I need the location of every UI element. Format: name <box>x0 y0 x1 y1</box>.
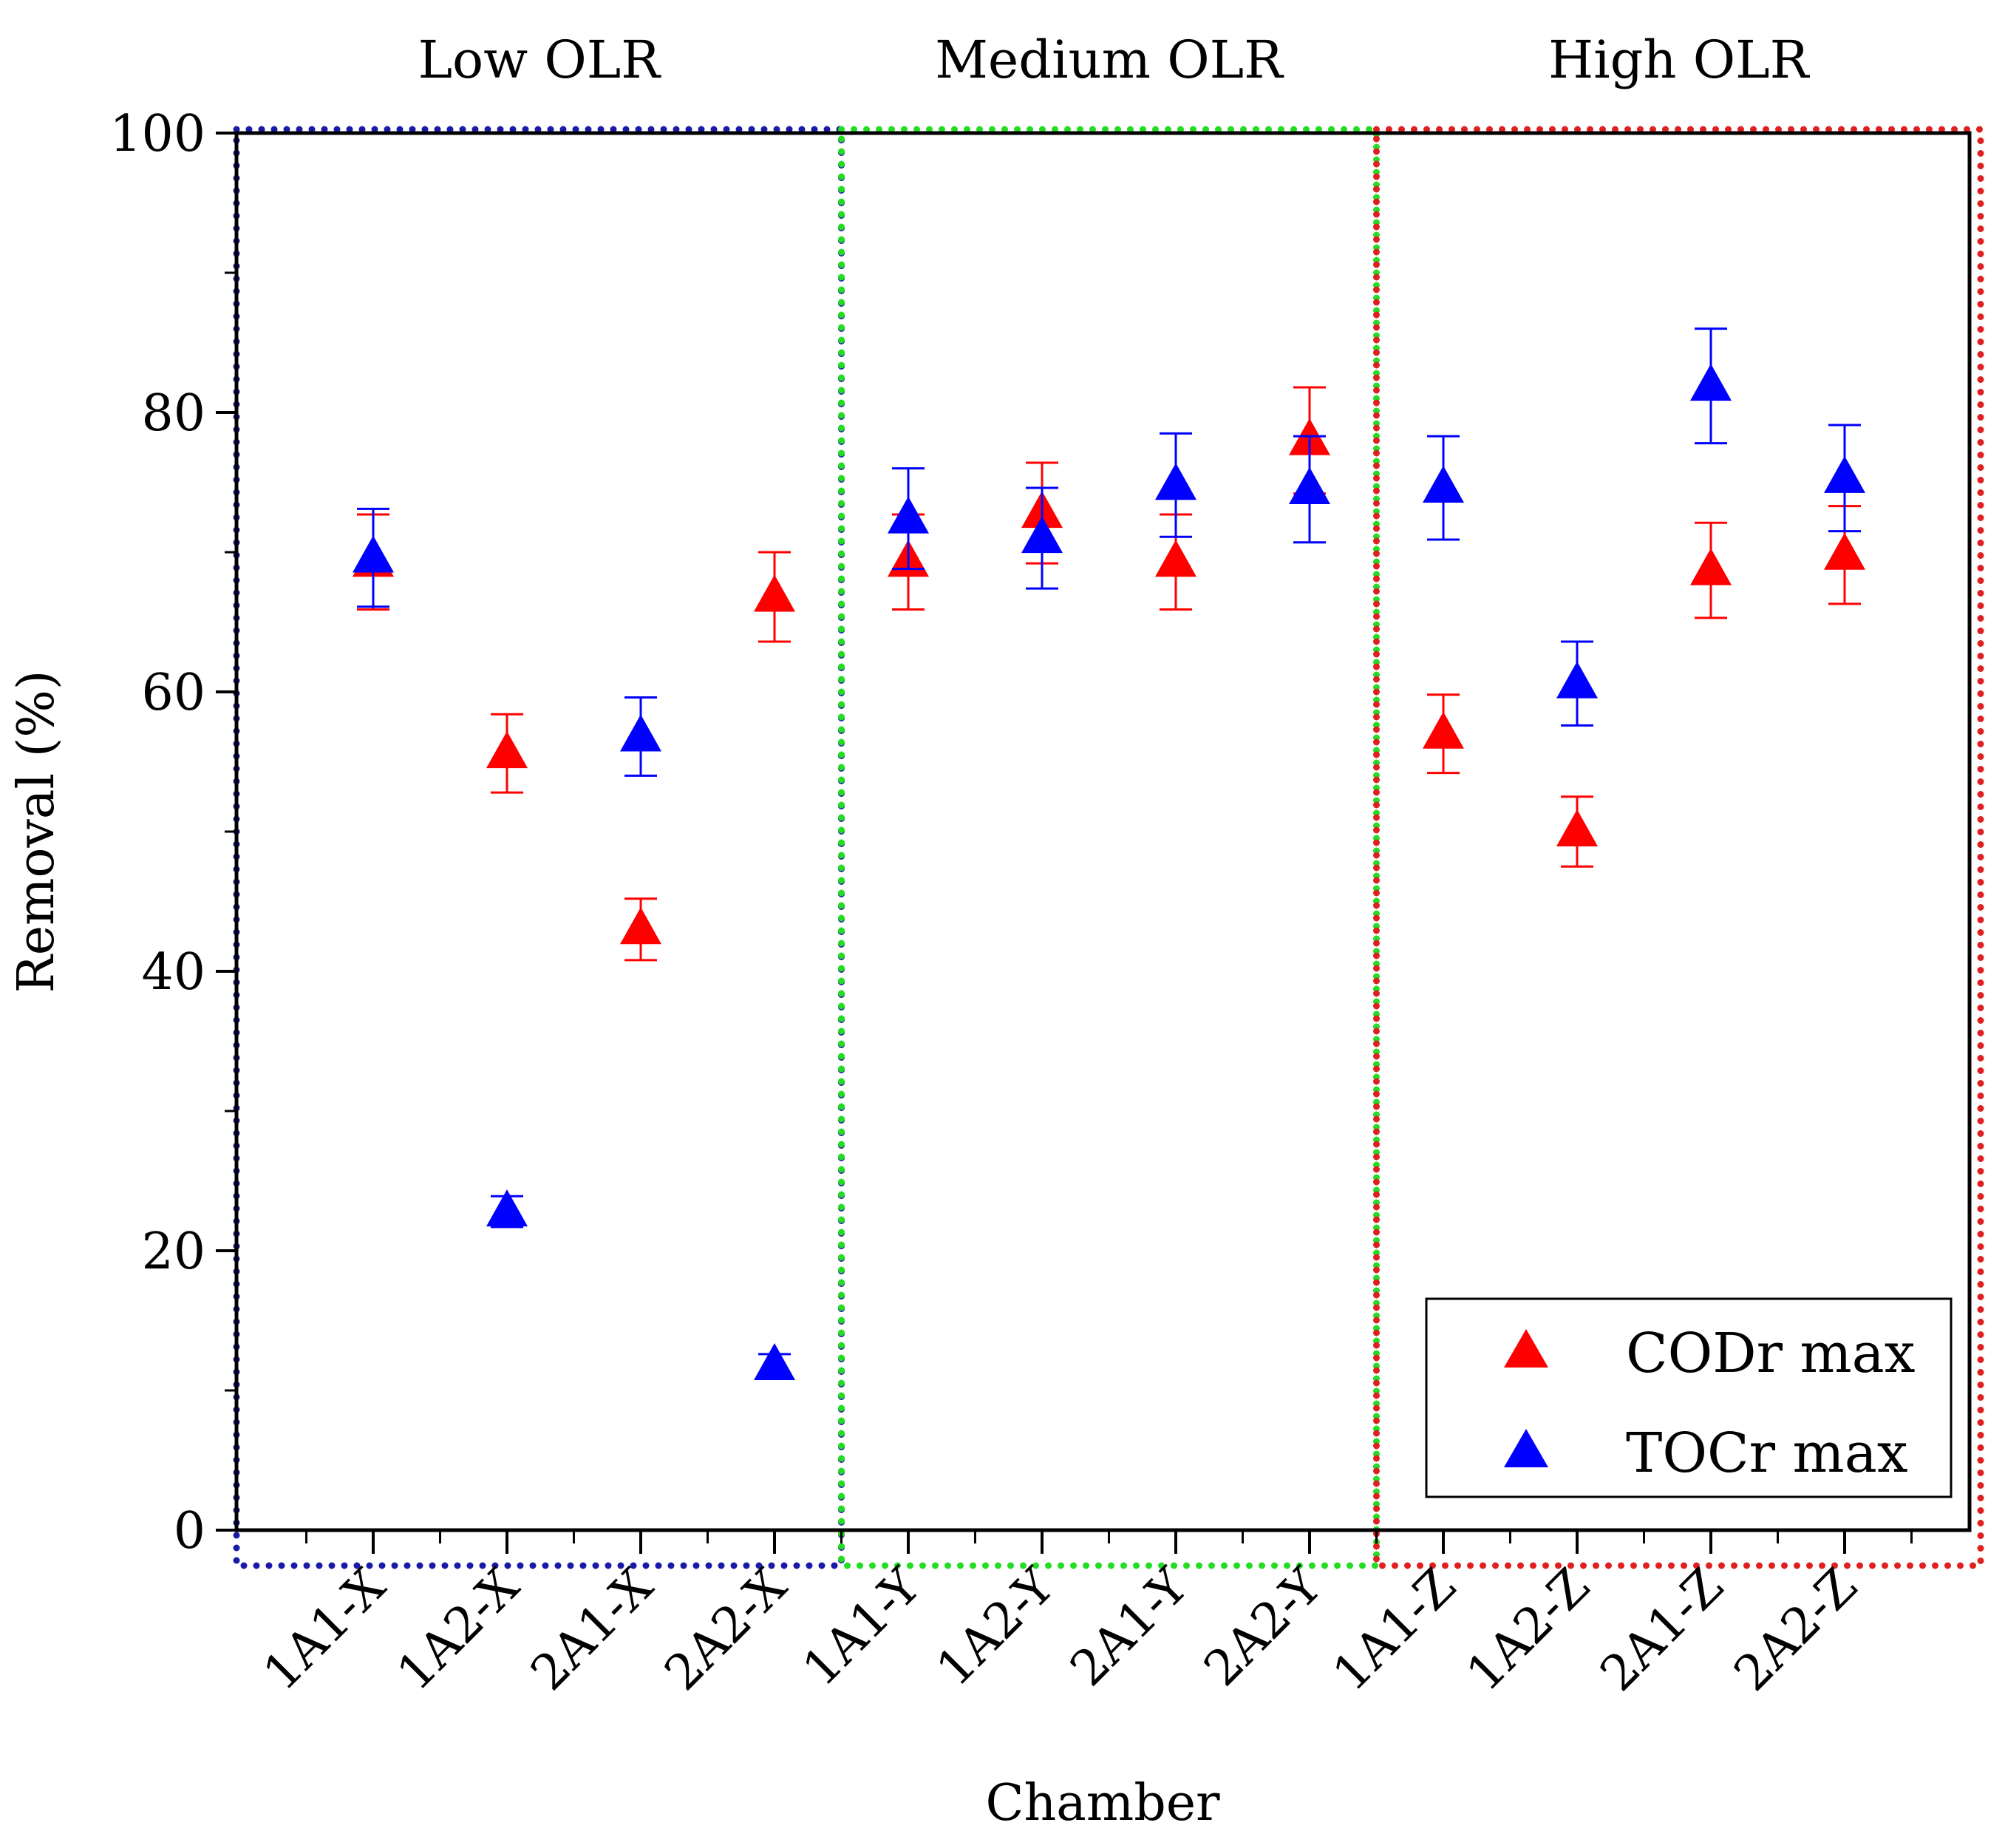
data-marks <box>353 329 1865 1380</box>
legend: CODr max TOCr max <box>1426 1299 1951 1497</box>
x-tick-label: 2A2-Z <box>1723 1557 1868 1702</box>
tocr-marker <box>1824 456 1865 493</box>
x-tick-label: 1A1-X <box>252 1557 396 1702</box>
x-tick-label: 1A2-Z <box>1456 1557 1601 1702</box>
x-tick-label: 2A2-X <box>653 1557 797 1702</box>
x-tick-label: 1A1-Y <box>792 1557 932 1697</box>
y-tick-label: 40 <box>141 943 205 1002</box>
group-box-0 <box>236 129 842 1566</box>
x-tick-label: 2A1-Z <box>1590 1557 1735 1702</box>
x-tick-label: 2A1-X <box>520 1557 664 1702</box>
codr-marker <box>754 574 795 611</box>
x-tick-label: 1A2-Y <box>925 1557 1066 1697</box>
x-tick-label: 1A2-X <box>386 1557 530 1702</box>
legend-codr-label: CODr max <box>1626 1322 1916 1385</box>
codr-marker <box>1556 809 1598 846</box>
y-tick-label: 60 <box>141 664 205 722</box>
legend-tocr-label: TOCr max <box>1626 1421 1908 1485</box>
codr-marker <box>1423 712 1464 749</box>
y-tick-label: 80 <box>141 384 205 443</box>
tocr-marker <box>353 536 394 573</box>
tocr-marker <box>1423 466 1464 503</box>
y-tick-label: 20 <box>141 1223 205 1281</box>
tocr-marker <box>1690 364 1732 401</box>
tocr-marker <box>1289 467 1330 504</box>
codr-marker <box>486 731 528 768</box>
x-axis-title: Chamber <box>985 1774 1220 1832</box>
codr-marker <box>1155 540 1196 577</box>
tocr-marker <box>1556 662 1598 699</box>
chart: Low OLR Medium OLR High OLR 0 20 40 60 80 100 1A… <box>0 0 2005 1848</box>
codr-marker <box>620 907 661 944</box>
tocr-marker <box>1155 463 1196 500</box>
group-label: Low OLR <box>418 30 662 90</box>
y-tick-label: 0 <box>174 1502 205 1560</box>
tocr-marker <box>486 1189 528 1226</box>
x-tick-label: 1A1-Z <box>1322 1557 1467 1702</box>
tocr-marker <box>754 1343 795 1380</box>
tocr-marker <box>620 714 661 751</box>
x-tick-label: 2A1-Y <box>1059 1557 1199 1697</box>
codr-marker <box>1824 533 1865 570</box>
codr-marker <box>1690 548 1732 585</box>
group-box-1 <box>842 129 1377 1566</box>
x-tick-label: 2A2-Y <box>1193 1557 1333 1697</box>
y-axis-title: Removal (%) <box>7 670 66 993</box>
group-label: High OLR <box>1548 30 1810 90</box>
group-label: Medium OLR <box>935 30 1284 90</box>
y-tick-label: 100 <box>109 105 205 163</box>
